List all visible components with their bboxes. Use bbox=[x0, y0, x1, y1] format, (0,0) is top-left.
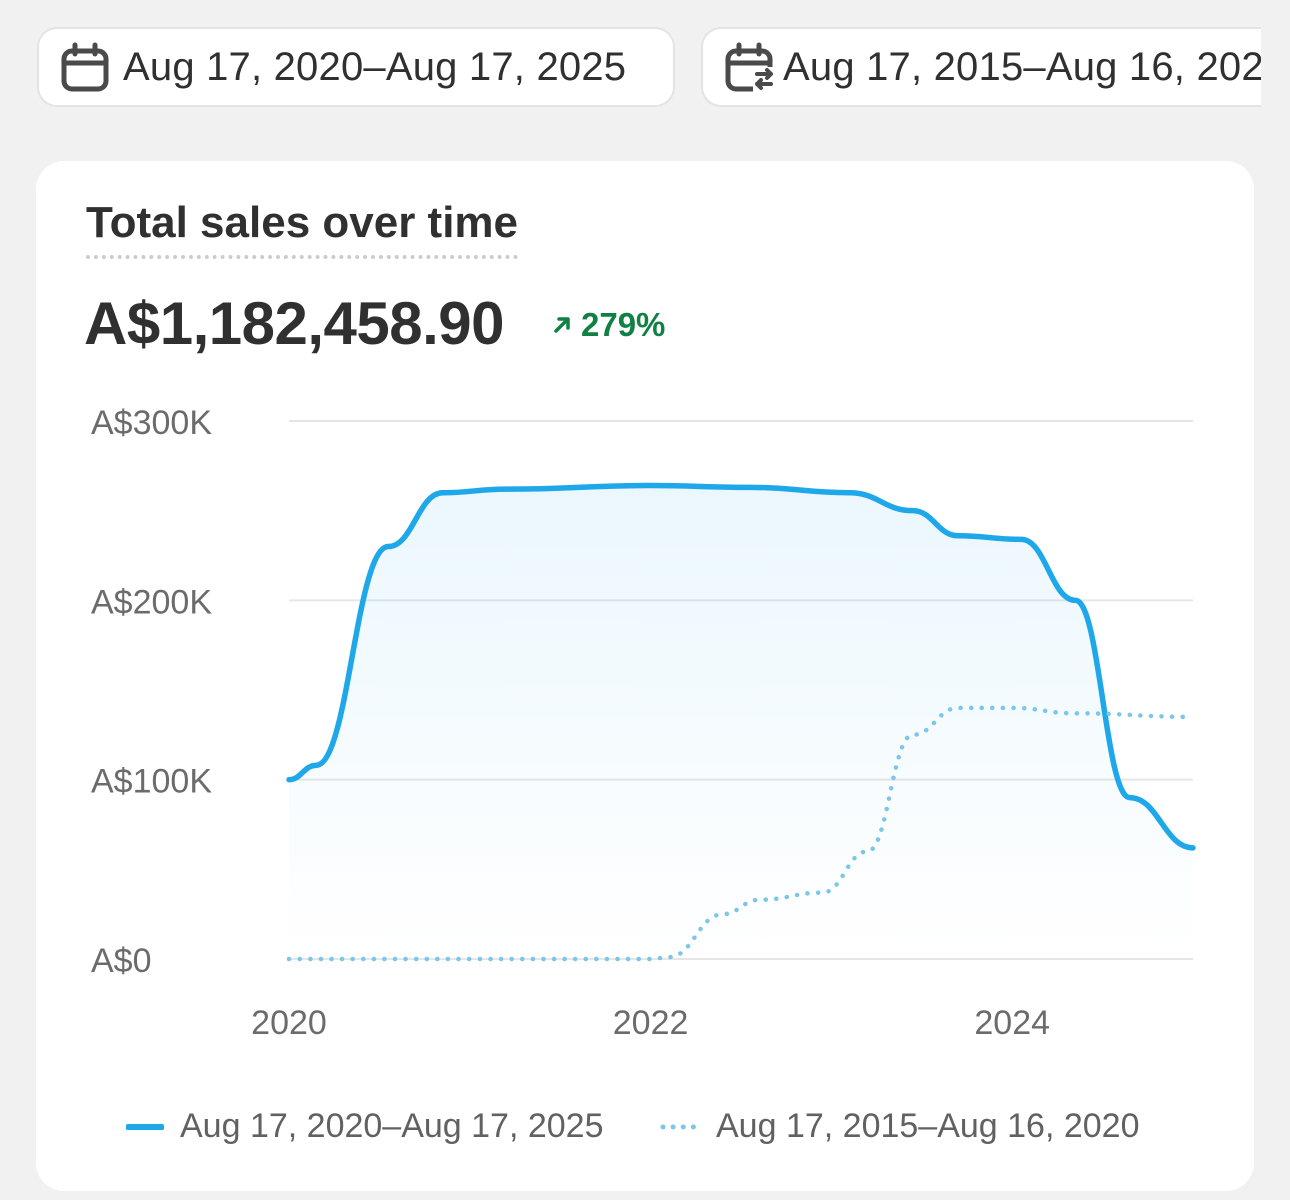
arrow-up-right-icon bbox=[554, 317, 570, 333]
x-tick-label: 2022 bbox=[613, 1004, 689, 1042]
change-percent: 279% bbox=[581, 306, 666, 343]
x-tick-label: 2020 bbox=[251, 1004, 327, 1042]
total-sales-value: A$1,182,458.90 bbox=[84, 290, 505, 357]
y-tick-label: A$200K bbox=[91, 583, 212, 621]
y-tick-label: A$0 bbox=[91, 942, 152, 980]
legend-solid-line-icon bbox=[126, 1123, 164, 1130]
legend-dotted-line-icon bbox=[660, 1124, 698, 1129]
current-series-line[interactable] bbox=[286, 482, 1196, 851]
series-area-fill bbox=[289, 485, 1193, 959]
legend-label-current: Aug 17, 2020–Aug 17, 2025 bbox=[180, 1107, 604, 1145]
date-range-button[interactable]: Aug 17, 2020–Aug 17, 2025 bbox=[37, 27, 675, 107]
sales-card: Total sales over time A$1,182,458.90 279… bbox=[36, 161, 1254, 1191]
comparison-range-label: Aug 17, 2015–Aug 16, 2020 bbox=[783, 44, 1261, 89]
calendar-compare-icon bbox=[725, 42, 773, 92]
y-tick-label: A$300K bbox=[91, 404, 212, 442]
date-range-label: Aug 17, 2020–Aug 17, 2025 bbox=[123, 44, 627, 89]
legend-item-comparison[interactable]: Aug 17, 2015–Aug 16, 2020 bbox=[660, 1107, 1140, 1146]
sales-chart: A$0 A$100K A$200K A$300K 2020 2022 2024 bbox=[91, 404, 1196, 1042]
card-title[interactable]: Total sales over time bbox=[86, 197, 519, 259]
change-badge: 279% bbox=[551, 306, 665, 344]
calendar-icon bbox=[61, 42, 109, 92]
comparison-range-button[interactable]: Aug 17, 2015–Aug 16, 2020 bbox=[701, 27, 1261, 107]
y-tick-label: A$100K bbox=[91, 763, 212, 801]
top-rim bbox=[0, 0, 1290, 20]
x-tick-label: 2024 bbox=[974, 1004, 1050, 1042]
legend-label-comparison: Aug 17, 2015–Aug 16, 2020 bbox=[716, 1107, 1140, 1145]
comparison-series-line[interactable] bbox=[286, 705, 1196, 962]
legend-item-current[interactable]: Aug 17, 2020–Aug 17, 2025 bbox=[126, 1107, 604, 1146]
